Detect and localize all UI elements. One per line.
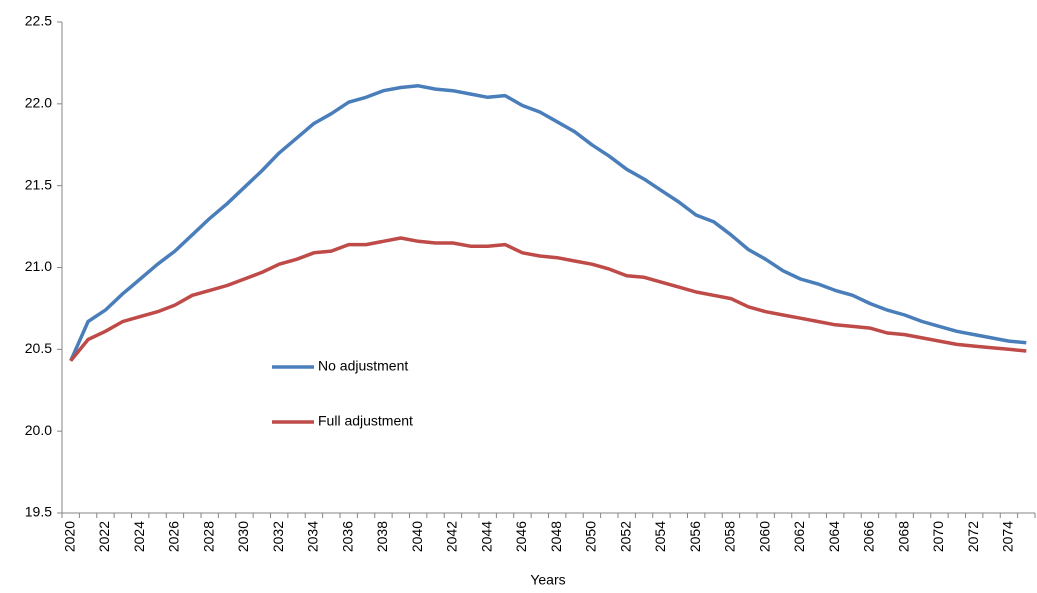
x-tick-label: 2048 xyxy=(548,521,564,552)
x-tick-label: 2054 xyxy=(652,521,668,552)
x-tick-label: 2056 xyxy=(687,521,703,552)
x-tick-label: 2072 xyxy=(965,521,981,552)
x-tick-label: 2020 xyxy=(61,521,77,552)
x-tick-label: 2038 xyxy=(374,521,390,552)
y-tick-label: 22.5 xyxy=(25,13,52,29)
y-tick-label: 20.0 xyxy=(25,422,52,438)
x-tick-label: 2032 xyxy=(270,521,286,552)
legend-label: No adjustment xyxy=(318,358,408,374)
x-tick-label: 2058 xyxy=(722,521,738,552)
y-tick-label: 20.5 xyxy=(25,340,52,356)
x-tick-label: 2036 xyxy=(339,521,355,552)
x-tick-label: 2022 xyxy=(96,521,112,552)
x-tick-label: 2074 xyxy=(1000,521,1016,552)
y-tick-label: 21.0 xyxy=(25,258,52,274)
x-tick-label: 2024 xyxy=(131,521,147,552)
line-series xyxy=(69,236,1027,362)
x-tick-label: 2068 xyxy=(895,521,911,552)
x-tick-label: 2034 xyxy=(305,521,321,552)
x-tick-label: 2028 xyxy=(200,521,216,552)
x-tick-label: 2062 xyxy=(791,521,807,552)
x-tick-label: 2060 xyxy=(756,521,772,552)
x-tick-label: 2042 xyxy=(444,521,460,552)
x-tick-label: 2052 xyxy=(617,521,633,552)
x-tick-label: 2040 xyxy=(409,521,425,552)
x-axis-title: Years xyxy=(530,572,565,588)
x-tick-label: 2050 xyxy=(583,521,599,552)
x-tick-label: 2046 xyxy=(513,521,529,552)
y-tick-label: 21.5 xyxy=(25,176,52,192)
line-series xyxy=(69,84,1027,362)
x-tick-label: 2026 xyxy=(166,521,182,552)
x-tick-label: 2064 xyxy=(826,521,842,552)
y-tick-label: 22.0 xyxy=(25,95,52,111)
x-tick-label: 2030 xyxy=(235,521,251,552)
y-tick-label: 19.5 xyxy=(25,504,52,520)
legend-label: Full adjustment xyxy=(318,413,413,429)
x-tick-label: 2066 xyxy=(861,521,877,552)
x-tick-label: 2070 xyxy=(930,521,946,552)
x-tick-label: 2044 xyxy=(478,521,494,552)
